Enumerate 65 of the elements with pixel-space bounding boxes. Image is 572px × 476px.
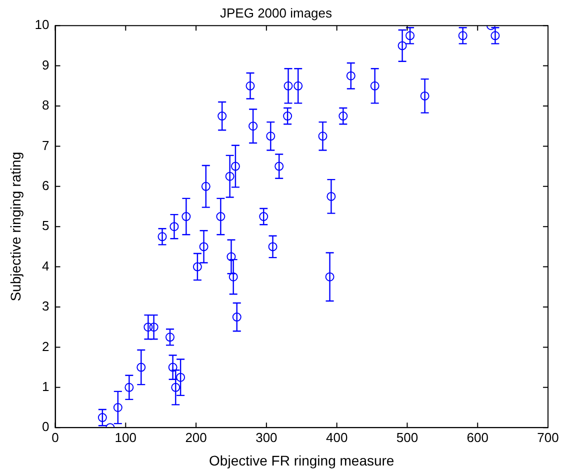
y-tick-label: 3 bbox=[42, 298, 50, 314]
x-tick-label: 200 bbox=[185, 430, 207, 445]
point bbox=[158, 232, 167, 242]
point bbox=[228, 272, 238, 282]
y-tick-label: 7 bbox=[42, 138, 50, 153]
point bbox=[166, 332, 174, 342]
point bbox=[171, 382, 180, 392]
point bbox=[98, 413, 107, 422]
y-tick-label: 6 bbox=[42, 178, 50, 193]
point bbox=[113, 403, 122, 412]
point bbox=[201, 182, 210, 191]
point bbox=[458, 31, 468, 40]
point bbox=[406, 31, 415, 40]
x-tick-label: 500 bbox=[396, 430, 418, 445]
point bbox=[168, 362, 178, 372]
point bbox=[144, 322, 153, 332]
point bbox=[346, 71, 356, 80]
point bbox=[216, 212, 226, 222]
x-tick-label: 300 bbox=[256, 430, 278, 445]
point bbox=[199, 242, 208, 252]
point bbox=[232, 312, 242, 322]
point bbox=[398, 41, 407, 50]
point bbox=[284, 81, 293, 90]
point bbox=[318, 132, 328, 141]
y-axis-title: Subjective ringing rating bbox=[7, 152, 24, 302]
y-tick-label: 9 bbox=[42, 57, 50, 72]
x-tick-label: 100 bbox=[114, 430, 137, 445]
x-axis-title: Objective FR ringing measure bbox=[209, 452, 394, 468]
y-tick-label: 4 bbox=[42, 258, 50, 274]
point bbox=[259, 212, 268, 222]
point bbox=[218, 112, 227, 121]
x-tick-label: 0 bbox=[52, 430, 59, 445]
y-tick-label: 5 bbox=[42, 218, 50, 234]
x-tick-label: 400 bbox=[326, 430, 348, 445]
point bbox=[294, 81, 303, 90]
chart-title: JPEG 2000 images bbox=[220, 5, 332, 20]
point bbox=[326, 192, 336, 201]
x-tick-label: 600 bbox=[466, 430, 488, 445]
point bbox=[124, 382, 134, 392]
point bbox=[266, 132, 276, 141]
y-tick-label: 10 bbox=[34, 17, 50, 32]
y-tick-label: 2 bbox=[42, 338, 50, 354]
point bbox=[246, 81, 255, 90]
point bbox=[226, 252, 236, 262]
point bbox=[182, 212, 191, 222]
y-tick-label: 1 bbox=[42, 378, 50, 394]
point bbox=[170, 222, 179, 232]
point bbox=[136, 362, 146, 372]
point bbox=[325, 272, 334, 282]
point bbox=[283, 112, 292, 121]
point bbox=[420, 91, 430, 100]
y-tick-label: 0 bbox=[42, 419, 50, 434]
point bbox=[230, 162, 240, 171]
y-tick-label: 8 bbox=[42, 98, 50, 113]
point bbox=[149, 322, 158, 332]
point bbox=[268, 242, 278, 252]
x-tick-label: 700 bbox=[537, 430, 559, 445]
point bbox=[370, 81, 380, 90]
point bbox=[490, 31, 500, 40]
point bbox=[176, 372, 186, 382]
point bbox=[225, 172, 234, 181]
point bbox=[192, 262, 202, 272]
point bbox=[338, 112, 348, 121]
point bbox=[274, 162, 284, 171]
point bbox=[248, 122, 258, 131]
